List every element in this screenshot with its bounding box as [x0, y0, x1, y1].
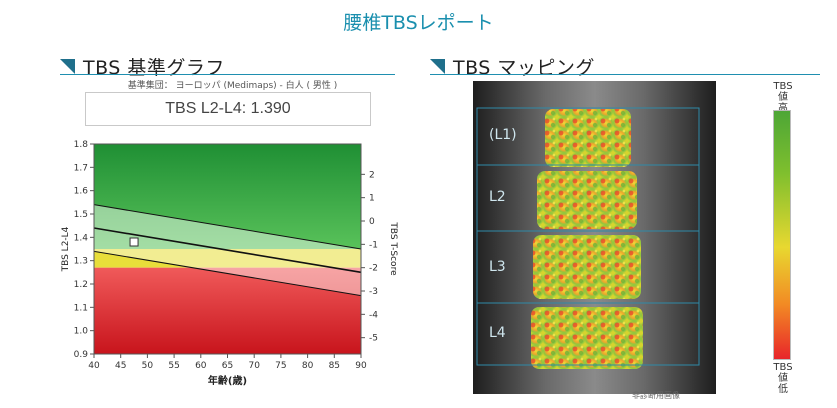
left-section-header: TBS 基準グラフ	[60, 53, 225, 80]
right-section-rule	[430, 74, 820, 75]
tbs-color-scale	[773, 110, 791, 360]
non-diagnostic-footnote: 非診断用画像	[632, 391, 680, 400]
x-tick-label: 40	[88, 361, 100, 371]
y2-tick-label: -1	[369, 240, 378, 250]
y2-tick-label: -4	[369, 310, 378, 320]
y-tick-label: 0.9	[74, 350, 89, 360]
left-section-title: TBS 基準グラフ	[83, 57, 225, 79]
y-tick-label: 1.7	[74, 163, 88, 173]
y2-tick-label: 1	[369, 194, 375, 204]
tbs-mapping-image: (L1) L2 L3 L4	[473, 81, 716, 394]
y2-tick-label: -5	[369, 334, 378, 344]
legend-high-label: TBS 値 高	[768, 81, 798, 114]
y2-tick-label: 2	[369, 170, 375, 180]
y-tick-label: 1.1	[74, 303, 88, 313]
x-tick-label: 75	[275, 361, 286, 371]
series-line-0	[93, 204, 362, 250]
report-title: 腰椎TBSレポート	[343, 12, 494, 34]
series-line-1	[93, 227, 362, 274]
x-tick-label: 80	[302, 361, 314, 371]
x-tick-label: 60	[195, 361, 207, 371]
x-tick-label: 65	[222, 361, 233, 371]
region-label-l3: L3	[489, 259, 506, 275]
x-axis-label: 年齢(歳)	[208, 374, 247, 386]
series-line-2	[93, 250, 362, 297]
region-label-l1: (L1)	[489, 127, 517, 143]
tbs-reference-chart: 40 45 50 55 60 65 70 75 80 85 90 0.9 1.0 1.1 1.2 1.3 1.4…	[61, 140, 398, 386]
right-section-title: TBS マッピング	[453, 57, 595, 79]
region-label-l2: L2	[489, 189, 506, 205]
legend-low-label: TBS 値 低	[768, 362, 798, 395]
y-tick-label: 1.4	[74, 233, 89, 243]
x-tick-label: 50	[142, 361, 154, 371]
y-tick-label: 1.5	[74, 210, 88, 220]
right-section-header: TBS マッピング	[430, 53, 595, 80]
spine-scan-graphic: (L1) L2 L3 L4	[473, 81, 716, 394]
x-tick-label: 85	[329, 361, 340, 371]
y-tick-label: 1.2	[74, 280, 88, 290]
y-axis-label: TBS L2-L4	[61, 226, 71, 272]
zone-band	[94, 267, 361, 354]
y-tick-label: 1.8	[74, 140, 89, 150]
legend-low-text: TBS 値 低	[773, 362, 793, 395]
section-marker-icon	[60, 59, 75, 74]
tbs-value-box: TBS L2-L4: 1.390	[85, 92, 371, 126]
section-marker-icon	[430, 59, 445, 74]
y-tick-label: 1.6	[74, 187, 89, 197]
x-tick-label: 45	[115, 361, 126, 371]
zone-band	[94, 144, 361, 249]
x-tick-label: 55	[168, 361, 179, 371]
x-tick-label: 70	[248, 361, 260, 371]
zone-band	[94, 249, 361, 268]
y-tick-label: 1.3	[74, 257, 88, 267]
reference-group-label: 基準集団： ヨーロッパ (Medimaps) - 白人 ( 男性 )	[127, 81, 338, 91]
y2-tick-label: 0	[369, 217, 375, 227]
legend-high-text: TBS 値 高	[773, 81, 793, 114]
y2-tick-label: -2	[369, 264, 378, 274]
y2-axis-label: TBS T-Score	[388, 221, 398, 276]
region-label-l4: L4	[489, 325, 506, 341]
y2-tick-label: -3	[369, 287, 378, 297]
patient-point	[129, 237, 139, 247]
x-tick-label: 90	[355, 361, 367, 371]
left-section-rule	[60, 74, 395, 75]
y-tick-label: 1.0	[74, 327, 89, 337]
